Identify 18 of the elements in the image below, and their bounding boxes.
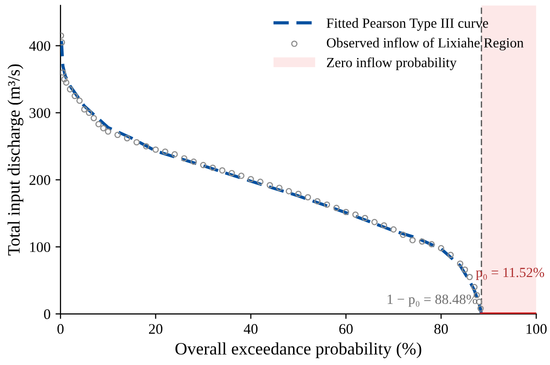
y-tick-label: 0: [44, 309, 50, 320]
y-axis-title: Total input discharge (m³/s): [8, 64, 24, 256]
y-tick-label: 400: [29, 41, 50, 51]
x-tick-label: 0: [57, 324, 64, 334]
x-tick-label: 40: [244, 324, 258, 334]
band-label: Zero inflow probability: [326, 57, 457, 70]
x-tick-label: 20: [149, 324, 162, 334]
annotation: 1 − p₀ = 88.48%: [388, 294, 478, 307]
y-tick-label: 100: [30, 242, 50, 252]
x-tick-label: 60: [339, 324, 353, 334]
y-tick-label: 200: [30, 175, 50, 186]
legend-label: Observed inflow of Lixiahe Region: [326, 38, 524, 50]
annotation: p₀ = 11.52%: [476, 268, 544, 280]
legend-label: Fitted Pearson Type III curve: [326, 18, 488, 31]
x-tick-label: 80: [434, 324, 448, 334]
x-axis-title: Overall exceedance probability (%): [175, 342, 422, 358]
y-tick-label: 300: [30, 108, 50, 118]
x-tick-label: 100: [526, 324, 547, 334]
